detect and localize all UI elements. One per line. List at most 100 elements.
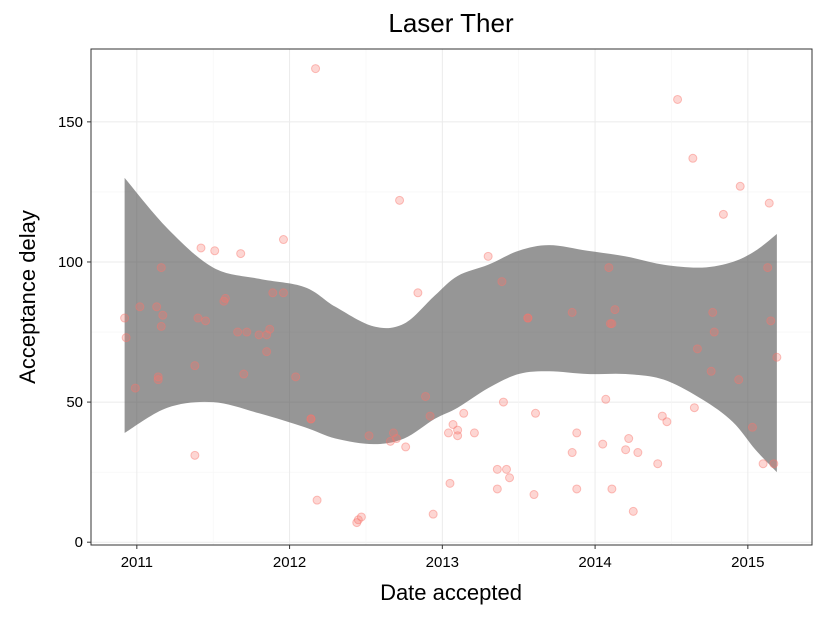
data-point xyxy=(242,327,252,337)
data-point xyxy=(501,464,511,474)
data-point xyxy=(190,361,200,371)
data-point xyxy=(505,473,515,483)
y-axis-title: Acceptance delay xyxy=(15,210,40,384)
y-axis: 0 50 100 150 xyxy=(58,114,91,551)
data-point xyxy=(497,277,507,287)
data-point xyxy=(709,327,719,337)
data-point xyxy=(688,153,698,163)
data-point xyxy=(413,288,423,298)
data-point xyxy=(291,372,301,382)
data-point xyxy=(156,263,166,273)
data-point xyxy=(689,403,699,413)
data-point xyxy=(492,464,502,474)
data-point xyxy=(190,450,200,460)
data-point xyxy=(459,408,469,418)
data-point xyxy=(196,243,206,253)
data-point xyxy=(210,246,220,256)
data-point xyxy=(254,330,264,340)
data-point xyxy=(262,330,272,340)
data-point xyxy=(572,428,582,438)
data-point xyxy=(395,195,405,205)
data-point xyxy=(607,484,617,494)
data-point xyxy=(633,448,643,458)
data-point xyxy=(572,484,582,494)
data-point xyxy=(734,375,744,385)
y-tick-label: 100 xyxy=(58,254,83,271)
data-point xyxy=(653,459,663,469)
data-point xyxy=(311,64,321,74)
data-point xyxy=(265,324,275,334)
data-point xyxy=(601,394,611,404)
data-point xyxy=(747,422,757,432)
data-point xyxy=(621,445,631,455)
data-point xyxy=(353,515,363,525)
data-point xyxy=(262,347,272,357)
data-point xyxy=(306,414,316,424)
data-point xyxy=(388,428,398,438)
data-point xyxy=(448,420,458,430)
x-tick-label: 2014 xyxy=(578,554,611,571)
data-points xyxy=(120,64,782,528)
x-tick-label: 2011 xyxy=(121,554,153,571)
data-point xyxy=(121,333,131,343)
data-point xyxy=(735,181,745,191)
data-point xyxy=(135,302,145,312)
data-point xyxy=(766,316,776,326)
data-point xyxy=(153,375,163,385)
data-point xyxy=(392,434,402,444)
x-axis-title: Date accepted xyxy=(380,580,522,605)
data-point xyxy=(567,448,577,458)
data-point xyxy=(156,321,166,331)
data-point xyxy=(758,459,768,469)
data-point xyxy=(219,296,229,306)
data-point xyxy=(610,305,620,315)
data-point xyxy=(152,302,162,312)
data-point xyxy=(567,307,577,317)
data-point xyxy=(628,506,638,516)
data-point xyxy=(233,327,243,337)
data-point xyxy=(523,313,533,323)
data-point xyxy=(492,484,502,494)
data-point xyxy=(312,495,322,505)
data-point xyxy=(469,428,479,438)
data-point xyxy=(531,408,541,418)
x-tick-label: 2012 xyxy=(273,554,306,571)
data-point xyxy=(278,235,288,245)
data-point xyxy=(605,319,615,329)
data-point xyxy=(364,431,374,441)
data-point xyxy=(498,397,508,407)
data-point xyxy=(673,94,683,104)
chart-title: Laser Ther xyxy=(388,8,514,38)
data-point xyxy=(718,209,728,219)
data-point xyxy=(772,352,782,362)
data-point xyxy=(385,436,395,446)
data-point xyxy=(401,442,411,452)
data-point xyxy=(624,434,634,444)
data-point xyxy=(483,251,493,261)
data-point xyxy=(764,198,774,208)
data-point xyxy=(708,307,718,317)
y-tick-label: 150 xyxy=(58,114,83,131)
data-point xyxy=(529,490,539,500)
data-point xyxy=(201,316,211,326)
data-point xyxy=(706,366,716,376)
data-point xyxy=(445,478,455,488)
data-point xyxy=(604,263,614,273)
confidence-band xyxy=(124,177,777,473)
x-axis: 2011 2012 2013 2014 2015 xyxy=(121,545,765,571)
data-point xyxy=(453,425,463,435)
data-point xyxy=(130,383,140,393)
data-point xyxy=(239,369,249,379)
data-point xyxy=(153,372,163,382)
data-point xyxy=(598,439,608,449)
data-point xyxy=(278,288,288,298)
data-point xyxy=(607,319,617,329)
data-point xyxy=(421,391,431,401)
data-point xyxy=(692,344,702,354)
data-point xyxy=(158,310,168,320)
data-point xyxy=(356,512,366,522)
data-point xyxy=(657,411,667,421)
data-point xyxy=(453,431,463,441)
